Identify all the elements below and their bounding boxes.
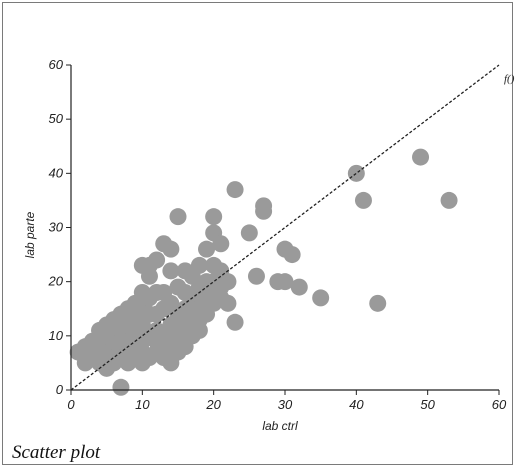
data-point: [369, 294, 387, 312]
data-point: [205, 208, 223, 226]
data-point: [162, 240, 180, 258]
x-axis-title: lab ctrl: [262, 419, 298, 433]
data-point: [440, 191, 458, 209]
data-point: [148, 251, 166, 269]
data-point: [276, 273, 294, 291]
y-tick-label: 30: [49, 220, 64, 235]
data-point: [112, 378, 130, 396]
chart-caption: Scatter plot: [12, 442, 101, 463]
y-tick-label: 10: [49, 328, 64, 343]
data-point: [226, 181, 244, 199]
x-tick-label: 40: [349, 397, 364, 412]
data-point: [219, 294, 237, 312]
y-axis-title: lab parte: [23, 211, 37, 258]
y-tick-label: 20: [48, 274, 64, 289]
y-tick-label: 0: [56, 382, 64, 397]
x-tick-label: 30: [278, 397, 293, 412]
y-tick-label: 60: [49, 57, 64, 72]
data-point: [290, 278, 308, 296]
data-point: [255, 197, 273, 215]
data-point: [240, 224, 258, 242]
reference-line-label: f(): [504, 73, 515, 85]
x-tick-label: 20: [205, 397, 221, 412]
reference-line: [70, 64, 500, 391]
data-point: [283, 246, 301, 264]
data-point: [219, 273, 237, 291]
data-point: [247, 267, 265, 285]
x-tick-label: 50: [420, 397, 435, 412]
data-point: [412, 148, 430, 166]
data-point: [198, 240, 216, 258]
x-tick-label: 60: [492, 397, 507, 412]
x-tick-label: 0: [67, 397, 75, 412]
x-tick-label: 10: [135, 397, 150, 412]
data-point: [162, 262, 180, 280]
data-point: [190, 256, 208, 274]
y-tick-label: 50: [49, 111, 64, 126]
data-point: [212, 235, 230, 253]
data-point: [226, 313, 244, 331]
data-point: [347, 164, 365, 182]
data-point: [169, 208, 187, 226]
data-point: [312, 289, 330, 307]
data-point: [354, 191, 372, 209]
y-tick-label: 40: [49, 165, 64, 180]
